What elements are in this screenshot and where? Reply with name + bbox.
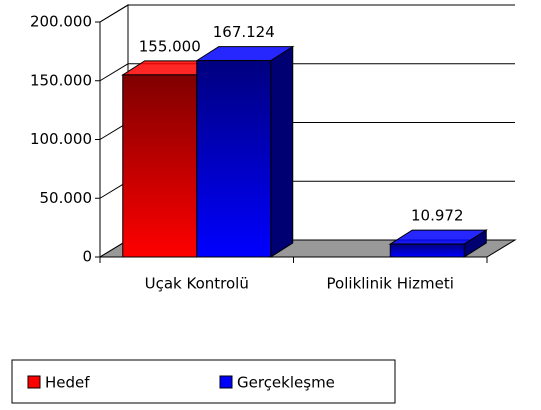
y-tick-label: 150.000 — [30, 71, 92, 89]
y-tick-label: 200.000 — [30, 13, 92, 31]
legend-box — [11, 359, 396, 404]
data-label: 155.000 — [139, 37, 201, 55]
y-tick-label: 100.000 — [30, 130, 92, 148]
legend-swatch — [27, 375, 41, 389]
legend-swatch — [219, 375, 233, 389]
bar-side-shade — [270, 46, 293, 257]
data-label: 167.124 — [213, 23, 275, 41]
bar-side — [270, 45, 294, 258]
y-tick-label: 0 — [82, 248, 92, 266]
bar — [196, 60, 272, 258]
legend-label: Gerçekleşme — [237, 374, 335, 392]
legend-label: Hedef — [45, 374, 90, 392]
grid-line — [99, 63, 515, 82]
x-tick-label: Uçak Kontrolü — [145, 275, 249, 293]
bar — [122, 74, 198, 258]
x-tick-label: Poliklinik Hizmeti — [327, 275, 454, 293]
data-label: 10.972 — [411, 207, 464, 225]
grid-line — [99, 4, 515, 23]
y-tick-label: 50.000 — [40, 189, 93, 207]
bar-side-shade — [464, 230, 487, 257]
bar — [389, 243, 465, 258]
